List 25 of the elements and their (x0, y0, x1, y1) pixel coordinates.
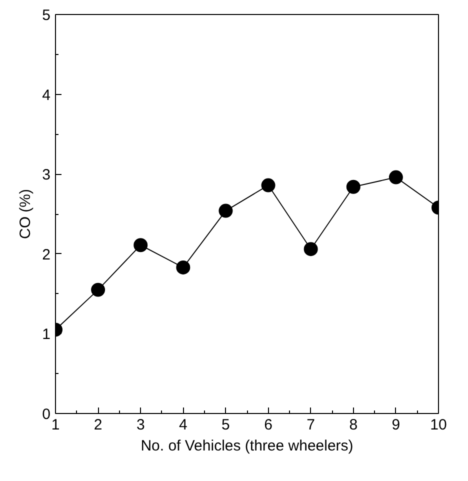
point (134, 238, 148, 252)
x-tick-label: 4 (178, 416, 188, 434)
y-tick-label: 0 (42, 406, 50, 423)
x-tick-label: 2 (94, 416, 102, 434)
y-tick-label: 1 (42, 326, 50, 344)
y-tick-label: 3 (42, 166, 50, 184)
x-tick-label: 10 (430, 416, 447, 434)
y-tick-label: 4 (42, 86, 50, 104)
point (91, 282, 106, 297)
point (218, 204, 233, 218)
point (346, 180, 360, 194)
x-tick-label: 6 (264, 416, 272, 434)
point (176, 260, 190, 274)
x-tick-label: 5 (222, 416, 230, 434)
x-tick-label: 3 (136, 416, 145, 434)
y-tick-label: 2 (42, 246, 50, 264)
x-tick-label: 7 (306, 416, 316, 434)
point (388, 170, 403, 184)
y-axis-title: CO (%) (17, 189, 34, 239)
x-tick-label: 9 (392, 416, 400, 434)
y-tick-label: 5 (42, 7, 50, 24)
x-tick-label: 8 (349, 416, 358, 434)
x-axis-title: No. of Vehicles (three wheelers) (140, 438, 354, 454)
point (261, 178, 276, 192)
point (304, 242, 318, 256)
